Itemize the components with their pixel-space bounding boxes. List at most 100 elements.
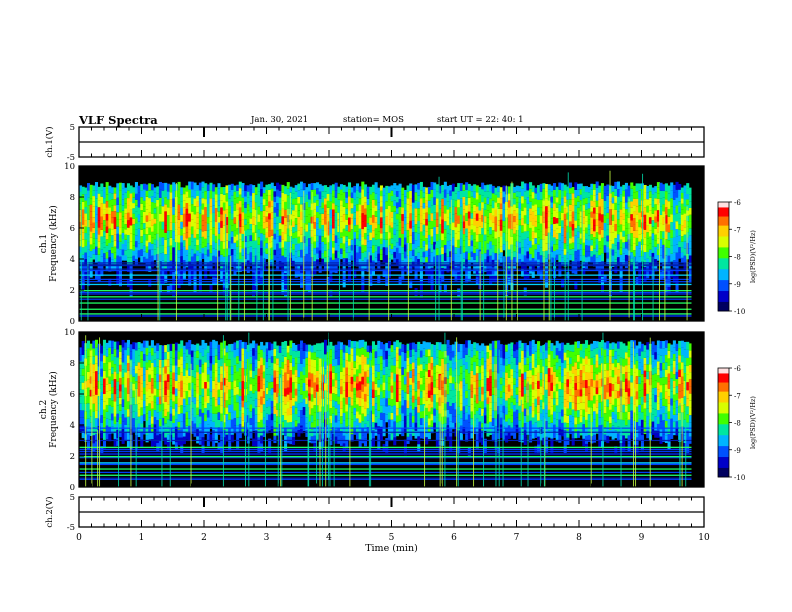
spectrogram-cell <box>236 234 240 241</box>
spectrogram-cell <box>619 269 623 278</box>
spectrogram-cell <box>185 377 189 385</box>
spectrogram-cell <box>286 387 290 395</box>
spectrogram-cell <box>209 363 213 371</box>
spectrogram-cell <box>212 348 216 357</box>
spectrogram-cell <box>289 399 293 408</box>
spectrogram-cell <box>414 224 418 233</box>
spectrogram-cell <box>667 240 671 248</box>
spectrogram-cell <box>81 382 85 390</box>
spectrogram-cell <box>265 426 269 434</box>
spectrogram-cell <box>89 403 93 410</box>
spectrogram-cell <box>252 185 256 194</box>
spectrogram-cell <box>238 252 242 259</box>
spectrogram-cell <box>166 381 170 390</box>
spectrogram-cell <box>600 222 605 230</box>
spectrogram-cell <box>611 191 615 198</box>
spectrogram-cell <box>86 278 91 287</box>
spectrogram-cell <box>180 356 184 365</box>
spectrogram-cell <box>300 204 304 212</box>
spectrogram-cell <box>81 431 85 439</box>
spectrogram-cell <box>502 203 506 210</box>
spectrogram-cell <box>576 213 581 220</box>
spectrogram-cell <box>430 197 434 206</box>
spectrogram-cell <box>305 370 309 378</box>
spectrogram-cell <box>140 216 144 224</box>
spectrogram-cell <box>377 224 381 232</box>
spectrogram-cell <box>196 372 200 380</box>
spectrogram-cell <box>529 188 533 196</box>
spectrogram-cell <box>257 406 261 415</box>
spectrogram-cell <box>257 360 261 369</box>
spectrogram-cell <box>459 190 463 199</box>
spectrogram-cell <box>174 373 178 381</box>
spectrogram-cell <box>273 233 277 240</box>
spectrogram-cell <box>534 221 538 227</box>
hum-line <box>79 302 692 304</box>
spectrogram-cell <box>339 401 344 409</box>
spectrogram-cell <box>217 222 221 229</box>
spectrogram-cell <box>142 354 146 361</box>
spectrogram-cell <box>273 244 277 250</box>
spectrogram-cell <box>241 255 245 264</box>
spectrogram-cell <box>457 256 461 265</box>
spectrogram-cell <box>483 228 487 235</box>
spectrogram-cell <box>350 384 354 392</box>
spectrogram-cell <box>142 427 146 435</box>
spectrogram-cell <box>270 253 274 260</box>
spectrogram-cell <box>406 191 410 199</box>
spectrogram-cell <box>419 215 423 224</box>
spectrogram-cell <box>124 224 128 230</box>
spectrogram-cell <box>499 192 503 199</box>
spectrogram-cell <box>222 370 226 378</box>
spectrogram-cell <box>79 264 83 271</box>
spectrogram-cell <box>310 422 314 430</box>
spectrogram-cell <box>124 229 128 235</box>
spectrogram-cell <box>110 400 115 407</box>
spectrogram-cell <box>616 257 620 265</box>
spectrogram-cell <box>276 384 280 391</box>
spectrogram-cell <box>118 371 123 378</box>
spectrogram-cell <box>675 221 679 230</box>
spectrogram-cell <box>361 384 365 392</box>
spectrogram-cell <box>611 203 615 210</box>
spectrogram-cell <box>347 382 352 391</box>
spectrogram-cell <box>310 394 314 402</box>
spectrogram-cell <box>185 356 189 364</box>
spectrogram-cell <box>667 201 671 209</box>
spectrogram-cell <box>222 385 226 393</box>
spectrogram-cell <box>486 191 490 198</box>
spectrogram-cell <box>441 240 445 248</box>
spectrogram-cell <box>427 200 431 208</box>
spectrogram-cell <box>206 190 210 198</box>
spectrogram-cell <box>680 247 684 253</box>
spectrogram-cell <box>377 239 381 247</box>
spectrogram-cell <box>236 340 240 349</box>
spectrogram-cell <box>86 183 91 191</box>
spectrogram-cell <box>233 217 237 224</box>
spectrogram-cell <box>329 386 333 394</box>
spectrogram-cell <box>212 212 216 221</box>
spectrogram-cell <box>449 251 453 257</box>
spectrogram-cell <box>110 259 115 266</box>
spectrogram-cell <box>401 214 405 221</box>
spectrogram-cell <box>233 191 237 199</box>
spectrogram-cell <box>252 240 256 249</box>
spectrogram-cell <box>347 397 352 405</box>
spectrogram-cell <box>435 269 439 277</box>
spectrogram-cell <box>302 374 306 383</box>
spectrogram-cell <box>403 251 407 259</box>
spectrogram-cell <box>172 222 176 232</box>
spectrogram-cell <box>345 345 349 353</box>
spectrogram-cell <box>121 227 125 233</box>
spectrogram-cell <box>398 237 402 246</box>
spectrogram-cell <box>86 241 91 250</box>
spectrogram-cell <box>294 271 298 278</box>
spectrogram-cell <box>308 393 312 401</box>
spectrogram-cell <box>254 202 258 211</box>
spectrogram-cell <box>308 358 312 366</box>
spectrogram-cell <box>113 211 117 218</box>
spectrogram-cell <box>579 183 583 190</box>
spectrogram-cell <box>638 241 642 249</box>
spectrogram-cell <box>281 232 285 240</box>
spectrogram-cell <box>196 228 200 235</box>
